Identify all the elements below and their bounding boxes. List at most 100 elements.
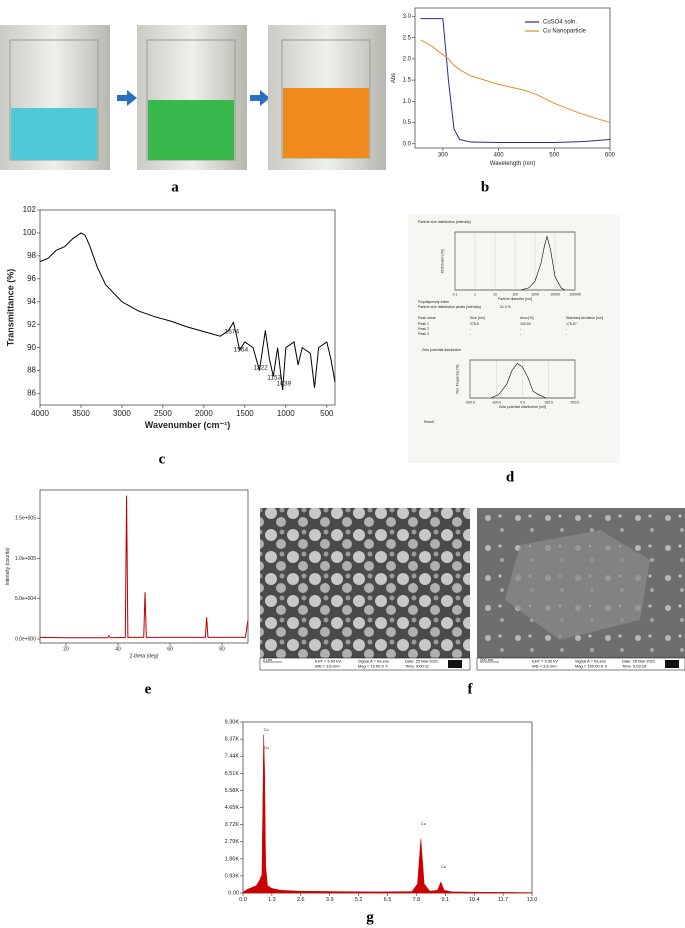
y-tick-label: 0.0 (403, 141, 412, 147)
y-tick-label: 2.5 (403, 35, 412, 41)
pdi-label: Polydispersity index (418, 300, 449, 304)
table-header: Peak name (418, 316, 436, 320)
x-tick-label: 1.3 (268, 897, 276, 903)
y-tick-label: 2.79K (225, 839, 240, 845)
annotation: 1564 (234, 347, 249, 354)
sem-text: WD = 3.6 mm (532, 664, 557, 669)
chart: 4000 3500 3000 2500 2000 1500 1000 500 86 88 90 92 9… (6, 205, 336, 430)
y-tick-label: 8.37K (225, 737, 240, 743)
arrow (117, 90, 137, 106)
panel-label: d (506, 469, 515, 485)
x-tick-label: 3000 (113, 409, 131, 418)
sem-text: Time: 9:00:11 (405, 664, 430, 669)
x-tick-label: 40 (115, 646, 121, 652)
result-label: Result (424, 420, 434, 424)
y-tick-label: 0.93K (225, 873, 240, 879)
annotation: 1674 (225, 329, 240, 336)
x-tick-label: 500 (320, 409, 334, 418)
table-cell: 175.87 (566, 322, 577, 326)
y-tick-label: 5.58K (225, 788, 240, 794)
y-tick-label: 3.72K (225, 822, 240, 828)
solution (283, 88, 369, 158)
legend-label: CuSO4 soln. (543, 20, 577, 26)
report-sheet (408, 215, 620, 463)
crystal (505, 530, 650, 640)
x-tick-label: 10.4 (469, 897, 480, 903)
x-tick-label: 2.6 (297, 897, 305, 903)
table-cell: 100.00 (520, 322, 531, 326)
table-cell: 275.6 (470, 322, 479, 326)
x-tick-label: 0.0 (239, 897, 247, 903)
annotation: Cu (264, 745, 269, 750)
x-tick-label: 1000 (277, 409, 295, 418)
table-cell: Peak 1 (418, 322, 429, 326)
sem-text: Signal A = InLens (575, 659, 606, 664)
y-tick-label: 6.51K (225, 771, 240, 777)
y-tick-label: 0.5 (403, 120, 412, 126)
x-tick-label: 20 (63, 646, 69, 652)
solution (148, 100, 234, 160)
plot-frame (39, 209, 336, 406)
x-tick-label: 2500 (154, 409, 172, 418)
y-tick-label: 1.86K (225, 856, 240, 862)
solution (11, 108, 97, 160)
x-tick-label: 1 (474, 292, 476, 296)
line (39, 232, 336, 391)
x-axis-label: 2-theta (deg) (130, 653, 159, 659)
x-tick-label: 0.0 (520, 400, 525, 404)
sem-text: Mag = 10.00 K X (358, 664, 388, 669)
sem-text: Signal A = InLens (358, 659, 389, 664)
sem-databar (476, 657, 685, 671)
peaks-title: Particle size distribution peaks (intens… (418, 305, 481, 309)
arrow (250, 90, 270, 106)
x-tick-label: -100.0 (491, 400, 501, 404)
y-axis-label: Distribution (%) (440, 249, 444, 273)
table-cell: - (470, 332, 472, 336)
x-tick-label: 300 (438, 153, 449, 159)
plot-frame (414, 7, 611, 149)
y-tick-label: 1.0 (403, 99, 412, 105)
pdi-value: 31.3 % (500, 305, 511, 309)
x-tick-label: 4000 (31, 409, 49, 418)
y-tick-label: 9.30K (225, 719, 240, 725)
legend-label: Cu Nanoparticle (543, 29, 587, 35)
table-cell: Peak 3 (418, 332, 429, 336)
x-tick-label: 500 (549, 153, 560, 159)
y-axis-label: Transmittance (%) (6, 269, 16, 347)
x-axis-label: Wavelength (nm) (490, 161, 535, 167)
y-tick-label: 1.5e+005 (15, 516, 36, 522)
annotation: Cu (441, 864, 446, 869)
line (420, 39, 611, 124)
x-tick-label: 11.7 (498, 897, 508, 903)
y-tick-label: 86 (27, 389, 36, 398)
chart: 20 40 60 80 0.0e+000 5.0e+004 1.0e+005 1.5e+005… (5, 489, 249, 659)
table-cell: - (520, 332, 522, 336)
sem-text: Date: 25 Mar 2021 (405, 659, 439, 664)
logo (665, 660, 679, 668)
annotation: Cu (421, 821, 426, 826)
table-header: Size [nm] (470, 316, 485, 320)
chart: 0.0 1.3 2.6 3.9 5.2 6.5 7.8 9.1 10.4 11.7 13.0 0.00… (225, 719, 538, 903)
zeta-title: Zeta potential distribution (422, 348, 461, 352)
peak-table: Peak name Size [nm] Area [%] Standard devia… (418, 316, 603, 336)
table-cell: - (566, 332, 568, 336)
x-tick-label: 80 (219, 646, 225, 652)
x-axis-label: Particle diameter [nm] (498, 297, 532, 301)
panel-label: f (468, 681, 474, 697)
y-tick-label: 2.0 (403, 56, 412, 62)
line (490, 363, 547, 399)
x-tick-label: 1000 (531, 292, 539, 296)
y-tick-label: 92 (27, 320, 36, 329)
panel-label: g (366, 909, 374, 925)
x-tick-label: 2000 (195, 409, 213, 418)
x-tick-label: 5.2 (355, 897, 363, 903)
x-tick-label: 0.1 (453, 292, 458, 296)
y-tick-label: 98 (27, 251, 36, 260)
panel-label: e (145, 681, 152, 697)
panel-label: a (171, 179, 179, 195)
line (520, 235, 565, 291)
y-tick-label: 1.5 (403, 78, 412, 84)
x-tick-label: 3500 (72, 409, 90, 418)
